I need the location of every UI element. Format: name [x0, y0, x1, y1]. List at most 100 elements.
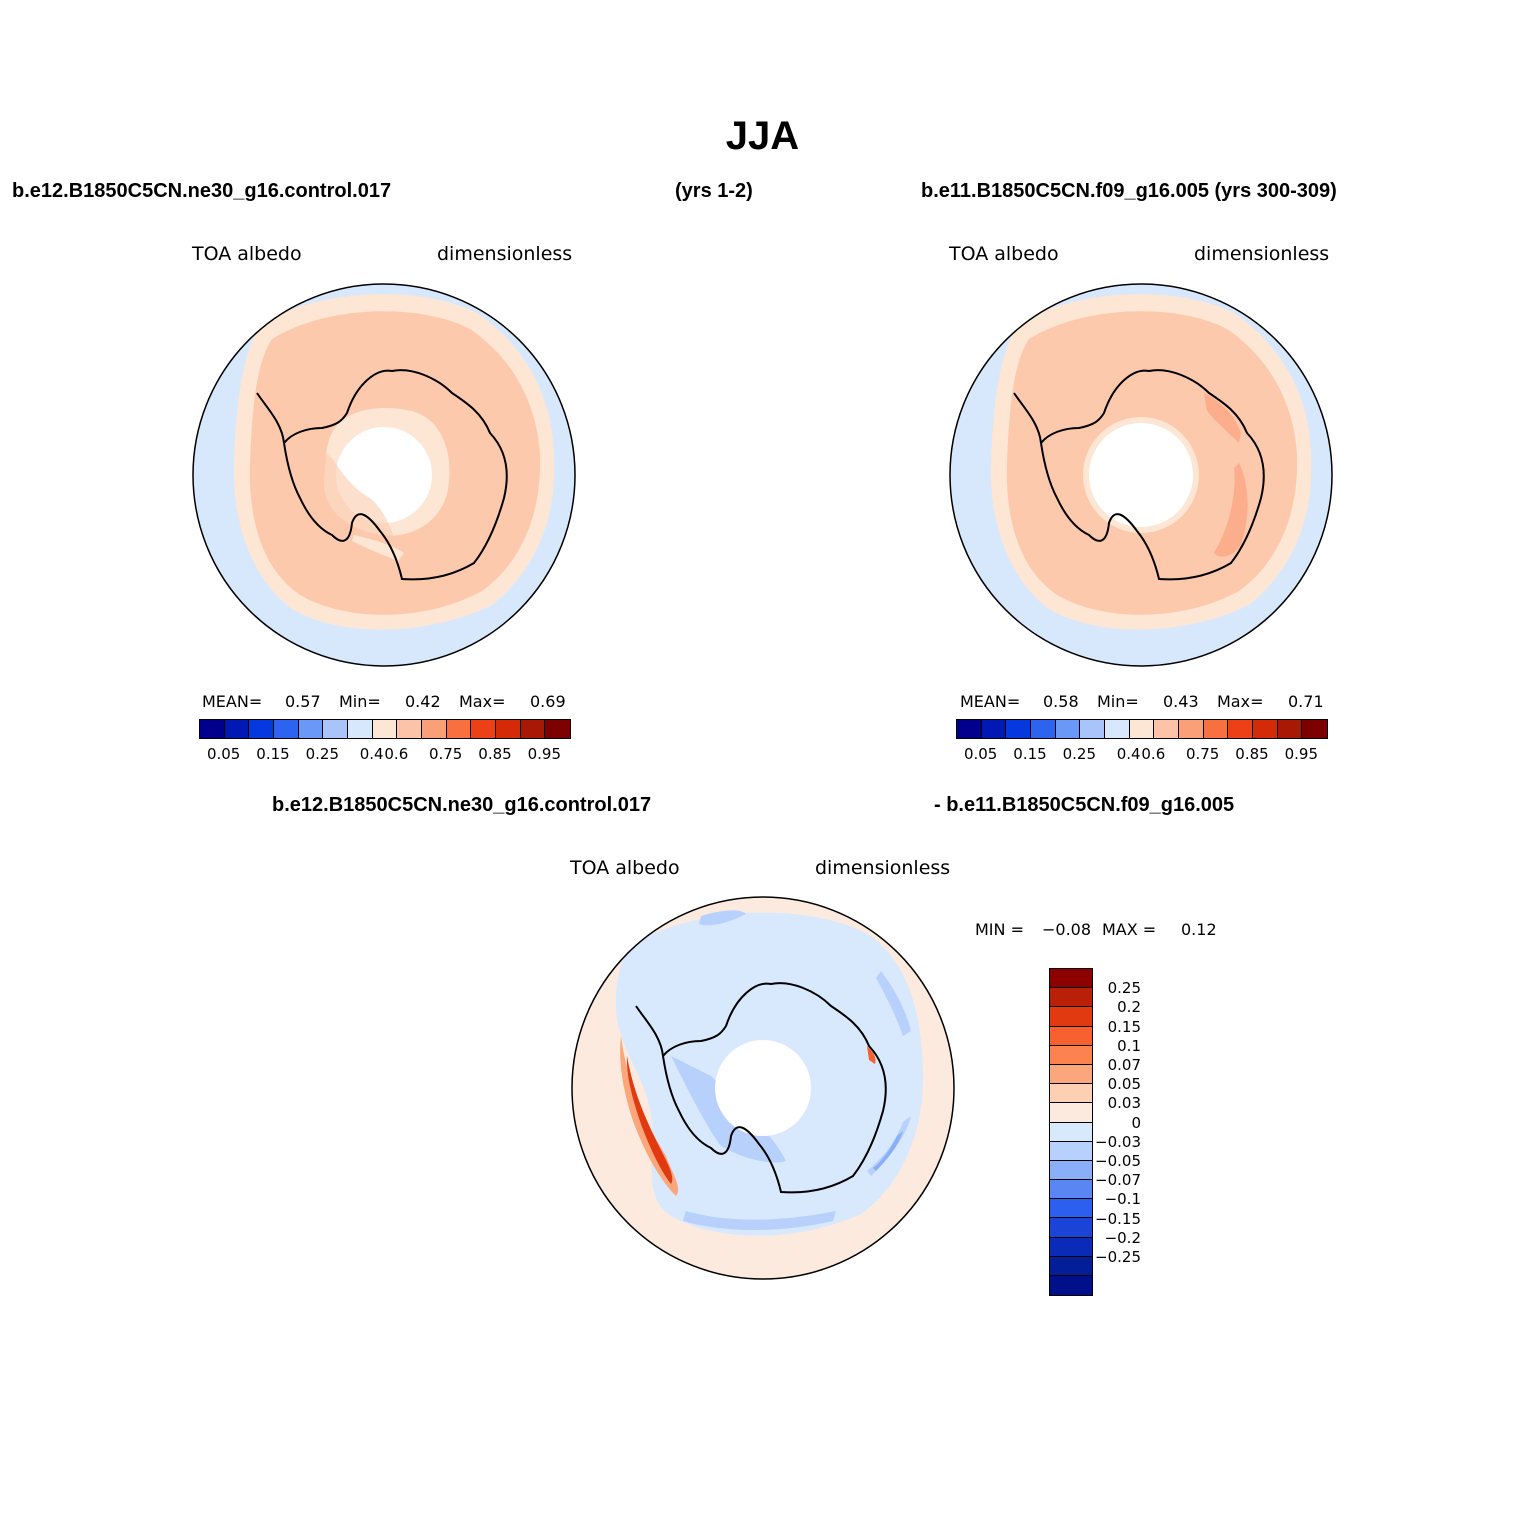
- panel2-colorbar-tick-label: 0.4: [1116, 745, 1141, 763]
- panel2-max-value: 0.71: [1288, 692, 1324, 711]
- panel1-colorbar-tick-label: 0.95: [527, 745, 562, 763]
- diff-polar-map: [571, 896, 955, 1280]
- panel1-colorbar-tick-label: 0.25: [305, 745, 340, 763]
- panel1-colorbar-swatch: [273, 720, 299, 738]
- panel2-units: dimensionless: [1194, 243, 1330, 265]
- panel2-colorbar-tick-label: 0.05: [963, 745, 998, 763]
- panel1-colorbar-swatch: [520, 720, 546, 738]
- diff-colorbar-tick-label: 0.25: [1107, 979, 1141, 998]
- panel1-colorbar-swatch: [446, 720, 472, 738]
- diff-colorbar-swatch: [1050, 1103, 1092, 1123]
- panel1-min-value: 0.42: [405, 692, 441, 711]
- panel2-colorbar-swatch: [981, 720, 1007, 738]
- panel2-max-label: Max=: [1217, 692, 1264, 711]
- diff-colorbar-tick-label: −0.25: [1095, 1248, 1141, 1266]
- panel2-colorbar-swatch: [1129, 720, 1155, 738]
- panel2-colorbar-tick-label: 0.85: [1235, 745, 1269, 763]
- diff-case-a: b.e12.B1850C5CN.ne30_g16.control.017: [272, 794, 652, 816]
- diff-colorbar-tick-label: 0.1: [1117, 1036, 1141, 1055]
- panel2-colorbar-swatch: [1203, 720, 1229, 738]
- panel2-colorbar-swatch: [1302, 720, 1327, 738]
- left-case-name: b.e12.B1850C5CN.ne30_g16.control.017: [12, 180, 392, 202]
- panel2-min-value: 0.43: [1163, 692, 1199, 711]
- diff-colorbar-swatch: [1050, 1180, 1092, 1200]
- panel2-colorbar-swatch: [1228, 720, 1253, 738]
- diff-colorbar-swatch: [1050, 1026, 1092, 1046]
- diff-colorbar-tick-label: −0.1: [1104, 1190, 1141, 1209]
- panel2-colorbar-swatch: [1277, 720, 1303, 738]
- panel2-colorbar-swatch: [1154, 720, 1179, 738]
- panel2-min-label: Min=: [1097, 692, 1139, 711]
- panel1-colorbar-swatch: [347, 720, 373, 738]
- diff-colorbar-swatch: [1050, 1045, 1092, 1065]
- diff-case-b: - b.e11.B1850C5CN.f09_g16.005: [934, 794, 1235, 816]
- panel1-colorbar-swatch: [372, 720, 398, 738]
- panel1-colorbar-tick-label: 0.6: [384, 745, 409, 763]
- diff-colorbar-tick-label: 0.05: [1107, 1075, 1141, 1094]
- diff-max-value: 0.12: [1181, 920, 1217, 939]
- panel2-polar-map: [949, 283, 1333, 667]
- panel1-colorbar-swatch: [495, 720, 521, 738]
- diff-min-label: MIN =: [975, 920, 1024, 939]
- panel1-colorbar-swatch: [323, 720, 348, 738]
- panel1-polar-map: [192, 283, 576, 667]
- panel2-colorbar-tick-label: 0.75: [1185, 745, 1220, 763]
- panel2-colorbar-tick-label: 0.95: [1284, 745, 1319, 763]
- diff-colorbar-swatch: [1050, 1064, 1092, 1085]
- diff-colorbar-swatch: [1050, 1160, 1092, 1181]
- diff-colorbar-swatch: [1050, 1141, 1092, 1161]
- panel1-mean-label: MEAN=: [202, 692, 263, 711]
- right-case-name: b.e11.B1850C5CN.f09_g16.005 (yrs 300-309…: [921, 180, 1337, 202]
- panel1-colorbar-tick-label: 0.4: [359, 745, 384, 763]
- figure-title: JJA: [725, 114, 800, 158]
- panel2-colorbar: [956, 719, 1328, 739]
- panel2-colorbar-swatch: [957, 720, 982, 738]
- diff-min-value: −0.08: [1042, 920, 1092, 939]
- panel2-variable: TOA albedo: [949, 243, 1059, 265]
- panel1-colorbar-swatch: [545, 720, 570, 738]
- panel1-colorbar-swatch: [397, 720, 422, 738]
- diff-colorbar-swatch: [1050, 1276, 1092, 1296]
- panel1-colorbar-tick-label: 0.05: [206, 745, 241, 763]
- panel1-colorbar: [199, 719, 571, 739]
- panel1-colorbar-swatch: [298, 720, 324, 738]
- diff-colorbar-swatch: [1050, 1237, 1092, 1257]
- panel2-colorbar-swatch: [1006, 720, 1031, 738]
- panel2-colorbar-tick-label: 0.25: [1062, 745, 1097, 763]
- panel1-colorbar-tick-label: 0.85: [478, 745, 512, 763]
- panel1-mean-value: 0.57: [285, 692, 321, 711]
- panel1-units: dimensionless: [437, 243, 573, 265]
- diff-colorbar-swatch: [1050, 1007, 1092, 1027]
- panel2-colorbar-swatch: [1178, 720, 1204, 738]
- panel2-mean-value: 0.58: [1043, 692, 1079, 711]
- panel1-colorbar-swatch: [471, 720, 496, 738]
- panel2-mean-label: MEAN=: [960, 692, 1021, 711]
- diff-max-label: MAX =: [1102, 920, 1157, 939]
- diff-colorbar-swatch: [1050, 1084, 1092, 1104]
- diff-colorbar-swatch: [1050, 1218, 1092, 1238]
- panel1-colorbar-swatch: [421, 720, 447, 738]
- diff-colorbar-swatch: [1050, 1199, 1092, 1219]
- panel1-colorbar-swatch: [200, 720, 225, 738]
- diff-colorbar-swatch: [1050, 1256, 1092, 1276]
- diff-colorbar-swatch: [1050, 969, 1092, 989]
- panel1-colorbar-swatch: [249, 720, 274, 738]
- panel2-colorbar-swatch: [1104, 720, 1130, 738]
- panel2-colorbar-swatch: [1030, 720, 1056, 738]
- diff-colorbar-tick-label: −0.15: [1095, 1209, 1141, 1228]
- left-case-years: (yrs 1-2): [675, 180, 753, 202]
- diff-colorbar: [1049, 968, 1093, 1297]
- diff-colorbar-swatch: [1050, 988, 1092, 1008]
- panel1-max-label: Max=: [459, 692, 506, 711]
- panel2-colorbar-swatch: [1252, 720, 1278, 738]
- diff-colorbar-tick-label: −0.05: [1095, 1152, 1141, 1170]
- diff-variable: TOA albedo: [570, 857, 680, 879]
- diff-colorbar-tick-label: −0.07: [1095, 1171, 1141, 1190]
- panel1-colorbar-swatch: [224, 720, 250, 738]
- panel2-colorbar-swatch: [1080, 720, 1105, 738]
- diff-colorbar-tick-label: −0.03: [1095, 1132, 1141, 1151]
- diff-units: dimensionless: [815, 857, 951, 879]
- diff-colorbar-tick-label: 0.07: [1107, 1056, 1141, 1074]
- panel1-colorbar-tick-label: 0.15: [256, 745, 290, 763]
- panel1-colorbar-tick-label: 0.75: [428, 745, 463, 763]
